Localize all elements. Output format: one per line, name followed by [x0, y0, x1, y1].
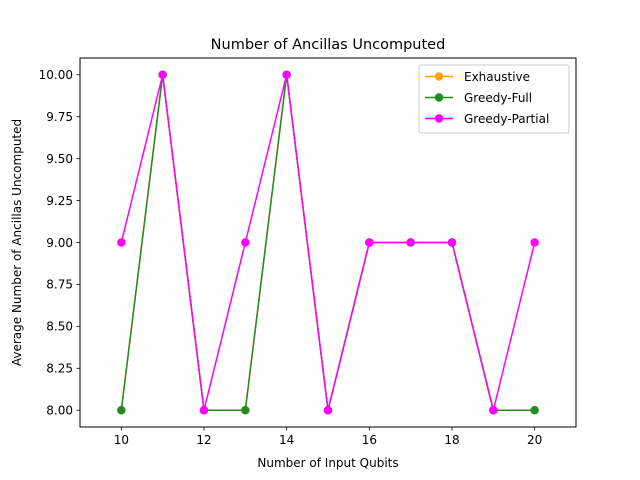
legend-frame — [418, 64, 570, 134]
legend-label-greedy-full: Greedy-Full — [464, 91, 532, 105]
x-tick-label: 10 — [114, 433, 129, 447]
legend-marker-exhaustive — [434, 72, 444, 81]
plot-series — [117, 70, 539, 415]
data-point-greedy-partial — [282, 70, 291, 79]
legend-label-greedy-partial: Greedy-Partial — [464, 112, 549, 126]
data-point-greedy-partial — [117, 238, 126, 247]
x-tick-label: 18 — [444, 433, 459, 447]
legend-marker-greedy-partial — [434, 114, 444, 123]
x-tick-label: 14 — [279, 433, 294, 447]
y-tick-label: 8.00 — [46, 404, 73, 418]
y-tick-label: 8.25 — [46, 362, 73, 376]
data-point-greedy-partial — [447, 238, 457, 247]
y-tick-label: 8.50 — [46, 320, 73, 334]
legend: Exhaustive Greedy-Full Greedy-Partial — [418, 64, 570, 134]
y-tick-label: 9.75 — [46, 110, 73, 124]
y-tick-label: 9.00 — [46, 236, 73, 250]
data-point-greedy-full — [530, 406, 539, 415]
x-tick-label: 12 — [196, 433, 211, 447]
y-axis: 8.00 8.25 8.50 8.75 9.00 9.25 9.50 9.75 10.00 — [39, 68, 80, 418]
data-point-greedy-partial — [489, 406, 498, 415]
data-point-greedy-partial — [406, 238, 415, 247]
x-axis: 10 12 14 16 18 20 — [114, 427, 542, 447]
legend-label-exhaustive: Exhaustive — [464, 70, 530, 84]
data-point-greedy-partial — [365, 238, 374, 247]
data-point-greedy-full — [241, 406, 250, 415]
data-point-greedy-partial — [199, 406, 209, 415]
y-tick-label: 8.75 — [46, 278, 73, 292]
x-axis-label: Number of Input Qubits — [257, 456, 398, 470]
y-tick-label: 9.50 — [46, 152, 73, 166]
chart-title: Number of Ancillas Uncomputed — [211, 37, 446, 53]
data-point-greedy-full — [117, 406, 126, 415]
y-axis-label: Average Number of Ancillas Uncomputed — [10, 119, 24, 366]
x-tick-label: 20 — [527, 433, 542, 447]
data-point-greedy-partial — [241, 238, 250, 247]
legend-marker-greedy-full — [434, 93, 444, 102]
data-point-greedy-partial — [323, 406, 333, 415]
data-point-greedy-partial — [530, 238, 539, 247]
data-point-greedy-partial — [158, 70, 167, 79]
y-tick-label: 10.00 — [39, 68, 73, 82]
y-tick-label: 9.25 — [46, 194, 73, 208]
x-tick-label: 16 — [362, 433, 377, 447]
